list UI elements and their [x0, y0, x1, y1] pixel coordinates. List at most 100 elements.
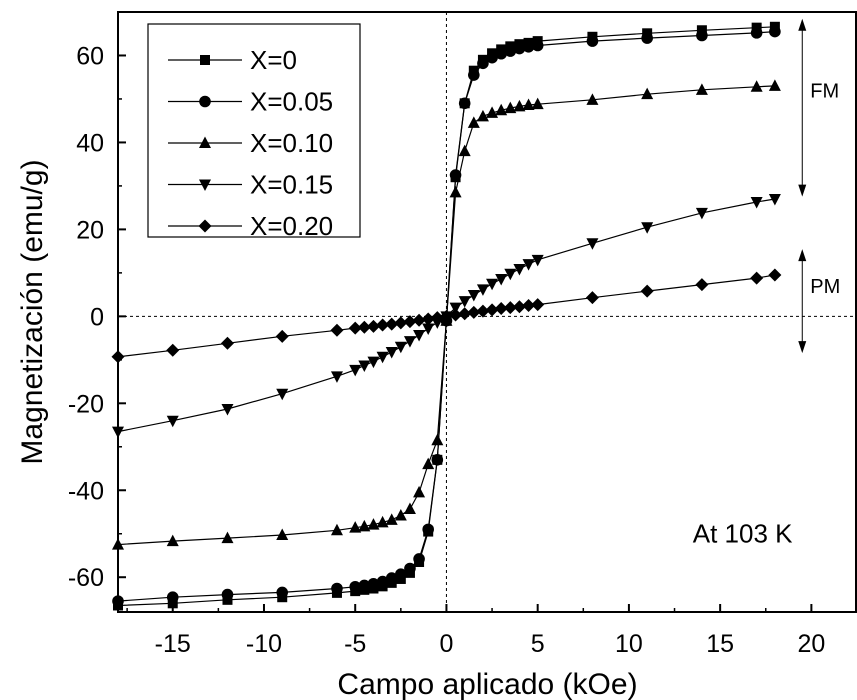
data-point	[376, 515, 389, 528]
data-point	[421, 312, 435, 326]
plot-frame	[117, 11, 857, 613]
legend-item: X=0.05	[168, 87, 333, 117]
y-tick-label: 40	[76, 129, 104, 157]
data-point	[166, 591, 179, 604]
data-point	[477, 57, 489, 70]
data-point	[220, 336, 234, 350]
data-point	[276, 528, 289, 541]
data-point	[768, 193, 781, 206]
data-point	[385, 347, 398, 359]
data-point	[486, 51, 498, 64]
data-point	[275, 329, 289, 343]
annotations: FM PM At 103 K	[693, 18, 840, 549]
data-point	[376, 575, 389, 588]
data-point	[467, 290, 480, 302]
data-point	[358, 360, 371, 372]
arrow-head-up	[798, 249, 807, 262]
data-point	[513, 99, 526, 112]
x-tick-label: 20	[797, 630, 825, 658]
data-point	[476, 109, 489, 122]
legend-marker	[200, 55, 210, 65]
annotation-pm-arrow: PM	[798, 249, 840, 354]
data-point	[422, 523, 434, 536]
x-tick-label: -15	[155, 630, 191, 658]
data-point	[413, 553, 425, 565]
data-point	[641, 87, 654, 100]
data-point	[504, 268, 517, 281]
data-point	[349, 364, 362, 377]
data-point	[276, 586, 289, 599]
data-point	[331, 582, 343, 595]
data-point	[276, 388, 289, 401]
x-tick-label: 10	[615, 630, 643, 658]
data-point	[522, 259, 535, 271]
data-point	[531, 298, 545, 312]
data-point	[330, 323, 344, 337]
data-point	[358, 579, 371, 592]
data-point	[458, 97, 471, 110]
data-point	[413, 330, 426, 342]
data-point	[586, 238, 599, 250]
legend-marker	[199, 136, 211, 148]
data-point	[367, 577, 380, 590]
data-point	[413, 485, 426, 498]
y-tick-label: 20	[76, 216, 104, 244]
data-point	[695, 207, 708, 220]
data-point	[750, 197, 763, 209]
data-point	[166, 343, 180, 357]
data-point	[166, 534, 179, 547]
data-point	[485, 303, 499, 317]
data-point	[376, 318, 390, 332]
arrow-head-down	[798, 341, 807, 354]
annotation-fm-arrow: FM	[798, 18, 839, 197]
data-point	[349, 521, 362, 533]
data-point	[431, 454, 444, 466]
data-point	[769, 25, 781, 38]
data-point	[640, 284, 654, 298]
data-point	[513, 263, 526, 276]
data-point	[403, 315, 417, 329]
legend-label: X=0	[250, 45, 297, 75]
data-point	[394, 341, 407, 354]
data-point	[641, 32, 653, 44]
data-point	[167, 598, 178, 609]
data-point	[458, 296, 471, 308]
data-point	[476, 304, 490, 318]
data-point	[367, 518, 380, 530]
data-point	[641, 222, 654, 234]
data-point	[586, 93, 599, 105]
data-point	[449, 185, 462, 198]
data-point	[348, 321, 362, 335]
series-layer	[111, 21, 782, 611]
annotation-label: FM	[810, 80, 839, 102]
series-x-0-20	[111, 268, 782, 364]
legend-marker	[198, 219, 212, 233]
legend-marker	[199, 95, 211, 108]
data-point	[513, 42, 526, 55]
data-point	[768, 79, 781, 91]
data-point	[495, 273, 508, 286]
data-point	[486, 278, 499, 291]
data-point	[330, 523, 343, 536]
data-point	[439, 309, 453, 323]
data-point	[395, 568, 407, 580]
data-point	[531, 254, 544, 267]
annotation-label: PM	[810, 276, 840, 298]
data-point	[495, 103, 508, 116]
data-point	[512, 300, 526, 314]
y-tick-label: -20	[68, 390, 104, 418]
legend-marker	[199, 179, 211, 191]
data-point	[467, 116, 480, 128]
data-point	[221, 531, 234, 544]
data-point	[449, 308, 463, 322]
y-axis-title: Magnetización (emu/g)	[16, 159, 49, 464]
y-tick-label: -40	[68, 477, 104, 505]
x-tick-label: 15	[706, 630, 734, 658]
data-point	[430, 311, 444, 325]
data-point	[768, 268, 782, 282]
data-point	[696, 29, 708, 42]
data-point	[503, 301, 517, 315]
x-axis-title: Campo aplicado (kOe)	[337, 668, 637, 700]
y-tick-label: 60	[76, 42, 104, 70]
